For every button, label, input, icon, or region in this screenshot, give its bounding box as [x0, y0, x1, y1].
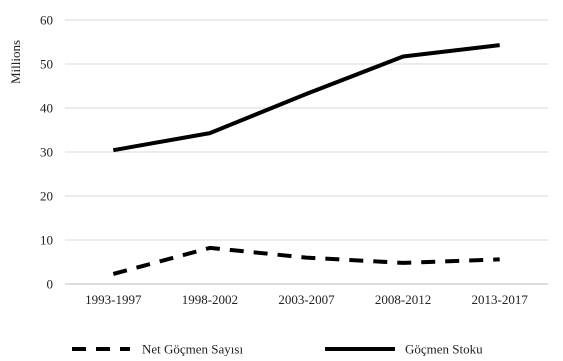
legend-label: Net Göçmen Sayısı: [142, 342, 243, 357]
legend: Net Göçmen Sayısı Göçmen Stoku: [72, 342, 483, 357]
legend-label: Göçmen Stoku: [405, 342, 483, 357]
y-tick-label: 60: [40, 13, 53, 28]
y-tick-label: 50: [40, 57, 53, 72]
y-tick-label: 30: [40, 145, 53, 160]
y-tick-label: 20: [40, 189, 53, 204]
series-line-net-migrants: [112, 245, 500, 276]
y-tick-label: 0: [47, 277, 54, 292]
y-tick-label: 40: [40, 101, 53, 116]
y-tick-label: 10: [40, 233, 53, 248]
series-line-migrant-stock: [112, 43, 500, 153]
x-tick-label: 1998-2002: [182, 292, 238, 307]
x-axis-ticks: 1993-1997 1998-2002 2003-2007 2008-2012 2013…: [85, 292, 528, 307]
y-axis-ticks: 0 10 20 30 40 50 60: [40, 13, 53, 292]
x-tick-label: 2003-2007: [278, 292, 335, 307]
x-tick-label: 2013-2017: [472, 292, 529, 307]
gridlines: [65, 19, 548, 285]
x-tick-label: 1993-1997: [85, 292, 142, 307]
series-lines: [112, 43, 500, 276]
x-tick-label: 2008-2012: [375, 292, 431, 307]
y-axis-title: Millions: [8, 40, 23, 84]
